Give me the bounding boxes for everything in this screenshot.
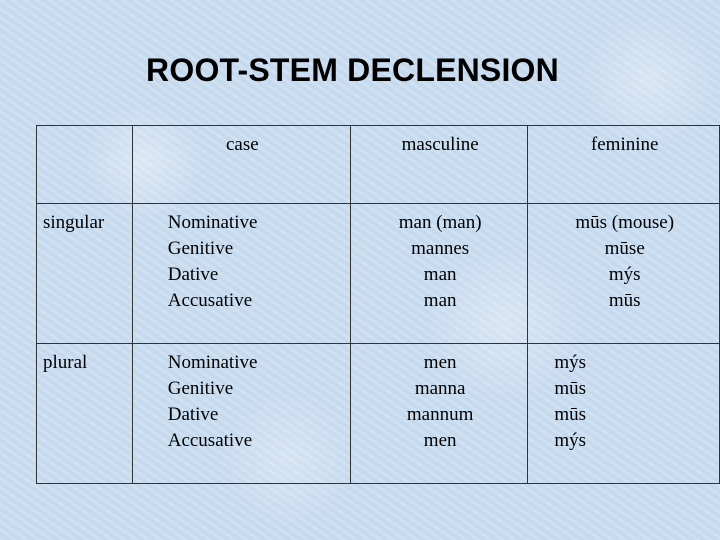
cases-cell-plural: Nominative Genitive Dative Accusative xyxy=(131,343,351,484)
case-label: Accusative xyxy=(167,290,253,311)
feminine-form: mýs xyxy=(554,430,587,451)
masculine-form: manna xyxy=(414,378,466,399)
declension-table: case masculine feminine singular Nominat… xyxy=(36,125,720,484)
case-label: Dative xyxy=(167,264,219,285)
number-cell-singular: singular xyxy=(36,203,133,344)
number-cell-plural: plural xyxy=(36,343,133,484)
header-cell-feminine: feminine xyxy=(527,125,720,204)
case-label: Dative xyxy=(167,404,219,425)
feminine-form: mūs xyxy=(554,404,587,425)
feminine-cell-singular: mūs (mouse) mūse mýs mūs xyxy=(527,203,720,344)
masculine-cell-plural: men manna mannum men xyxy=(349,343,529,484)
masculine-cell-singular: man (man) mannes man man xyxy=(349,203,529,344)
cases-cell-singular: Nominative Genitive Dative Accusative xyxy=(131,203,351,344)
header-cell-masculine: masculine xyxy=(349,125,529,204)
masculine-form: men xyxy=(423,352,457,373)
table-row-plural: plural Nominative Genitive Dative Accusa… xyxy=(36,343,720,484)
masculine-form: mannum xyxy=(406,404,474,425)
case-label: Genitive xyxy=(167,378,234,399)
feminine-form: mūs (mouse) xyxy=(575,212,675,233)
feminine-form: mūs xyxy=(608,290,641,311)
feminine-form: mūse xyxy=(604,238,645,259)
slide-title: ROOT-STEM DECLENSION xyxy=(146,52,559,88)
header-cell-case: case xyxy=(131,125,351,204)
masculine-form: man xyxy=(423,264,457,285)
case-label: Genitive xyxy=(167,238,234,259)
masculine-form: man (man) xyxy=(398,212,482,233)
table-header-row: case masculine feminine xyxy=(36,125,720,204)
header-cell-empty xyxy=(36,125,133,204)
masculine-form: men xyxy=(423,430,457,451)
feminine-form: mýs xyxy=(608,264,641,285)
feminine-form: mūs xyxy=(554,378,587,399)
case-label: Nominative xyxy=(167,352,258,373)
feminine-form: mýs xyxy=(554,352,587,373)
masculine-form: man xyxy=(423,290,457,311)
masculine-form: mannes xyxy=(411,238,470,259)
feminine-cell-plural: mýs mūs mūs mýs xyxy=(527,343,720,484)
case-label: Nominative xyxy=(167,212,258,233)
case-label: Accusative xyxy=(167,430,253,451)
table-row-singular: singular Nominative Genitive Dative Accu… xyxy=(36,203,720,344)
